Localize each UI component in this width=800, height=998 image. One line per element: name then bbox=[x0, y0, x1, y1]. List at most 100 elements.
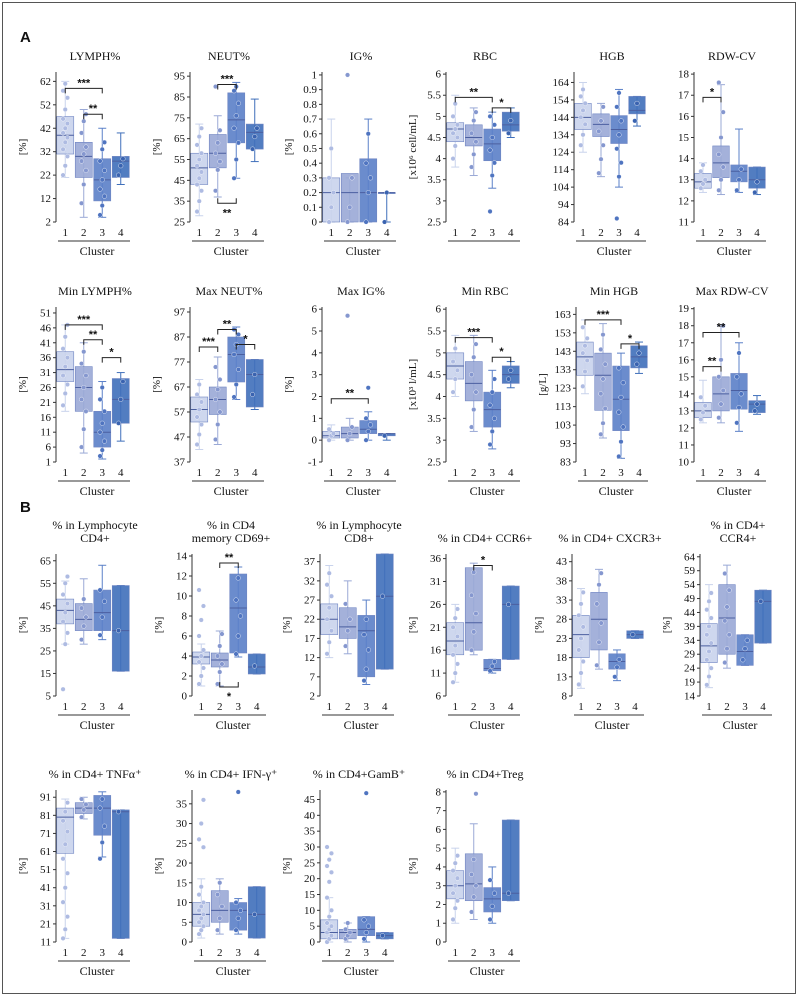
x-tick-label: 1 bbox=[63, 227, 69, 239]
x-tick-label: 4 bbox=[760, 701, 766, 713]
data-point bbox=[97, 396, 103, 402]
x-tick-label: 2 bbox=[217, 701, 223, 713]
data-point bbox=[60, 146, 66, 152]
significance-bracket bbox=[101, 357, 122, 363]
y-tick-label: 20 bbox=[304, 873, 316, 885]
significance-label: ** bbox=[89, 103, 98, 115]
data-point bbox=[598, 620, 604, 626]
data-point bbox=[194, 181, 200, 187]
x-tick-label: 1 bbox=[197, 227, 203, 239]
data-point bbox=[616, 657, 622, 663]
data-point bbox=[491, 890, 497, 896]
data-point bbox=[198, 399, 204, 405]
data-point bbox=[469, 647, 475, 653]
data-point bbox=[452, 376, 458, 382]
x-tick-label: 3 bbox=[366, 227, 372, 239]
data-point bbox=[473, 139, 479, 145]
data-point bbox=[600, 142, 606, 148]
box-cluster-1 bbox=[576, 341, 594, 376]
data-point bbox=[716, 187, 722, 193]
x-axis-label: Cluster bbox=[80, 964, 115, 978]
data-point bbox=[196, 892, 202, 898]
y-tick-label: 1 bbox=[312, 69, 318, 81]
y-tick-label: 3.5 bbox=[427, 413, 441, 425]
y-tick-label: 18 bbox=[678, 320, 690, 332]
y-tick-label: 10 bbox=[304, 905, 316, 917]
y-tick-label: 8 bbox=[182, 611, 188, 623]
data-point bbox=[450, 868, 456, 874]
data-point bbox=[578, 670, 584, 676]
data-point bbox=[734, 420, 740, 426]
y-tick-label: 124 bbox=[553, 147, 570, 159]
data-point bbox=[489, 428, 495, 434]
y-tick-label: 21 bbox=[40, 397, 51, 409]
y-axis-label: [%] bbox=[533, 617, 545, 634]
chart-title: % in CD4+ CXCR3+ bbox=[558, 531, 661, 545]
x-tick-label: 3 bbox=[236, 701, 242, 713]
chart-title: % in CD4+ IFN-γ⁺ bbox=[185, 767, 278, 781]
data-point bbox=[365, 385, 371, 391]
data-point bbox=[487, 402, 493, 408]
x-tick-label: 4 bbox=[754, 227, 760, 239]
data-point bbox=[384, 190, 390, 196]
y-tick-label: 0.8 bbox=[303, 99, 317, 111]
y-tick-label: 45 bbox=[304, 794, 316, 806]
data-point bbox=[81, 623, 87, 629]
data-point bbox=[580, 350, 586, 356]
data-point bbox=[99, 146, 105, 152]
data-point bbox=[600, 420, 606, 426]
x-tick-label: 1 bbox=[453, 947, 459, 959]
data-point bbox=[754, 179, 760, 185]
x-tick-label: 2 bbox=[347, 467, 353, 479]
data-point bbox=[62, 81, 68, 87]
data-point bbox=[81, 384, 87, 390]
x-tick-label: 4 bbox=[632, 701, 638, 713]
data-point bbox=[328, 933, 334, 939]
data-point bbox=[97, 212, 103, 218]
data-point bbox=[754, 401, 760, 407]
y-tick-label: 7 bbox=[436, 805, 442, 817]
y-tick-label: 30 bbox=[176, 818, 188, 830]
data-point bbox=[716, 80, 722, 86]
data-point bbox=[469, 909, 475, 915]
data-point bbox=[700, 410, 706, 416]
data-point bbox=[450, 130, 456, 136]
data-point bbox=[200, 911, 206, 917]
data-point bbox=[454, 134, 460, 140]
y-tick-label: 0 bbox=[312, 435, 318, 447]
y-tick-label: 0.2 bbox=[303, 187, 317, 199]
x-axis-label: Cluster bbox=[216, 718, 251, 732]
y-tick-label: 83 bbox=[560, 457, 572, 469]
data-point bbox=[60, 686, 66, 692]
x-tick-label: 3 bbox=[490, 467, 496, 479]
data-point bbox=[326, 914, 332, 920]
data-point bbox=[471, 354, 477, 360]
data-point bbox=[116, 420, 122, 426]
data-point bbox=[708, 615, 714, 621]
y-tick-label: 113 bbox=[555, 401, 572, 413]
x-tick-label: 1 bbox=[199, 701, 205, 713]
data-point bbox=[116, 172, 122, 178]
y-tick-label: 4 bbox=[436, 391, 442, 403]
y-tick-label: 21 bbox=[40, 918, 51, 930]
y-tick-label: 163 bbox=[555, 309, 572, 321]
y-tick-label: 4.5 bbox=[427, 369, 441, 381]
box-cluster-1 bbox=[322, 177, 341, 223]
x-axis-label: Cluster bbox=[717, 484, 752, 498]
y-tick-label: 4 bbox=[182, 651, 188, 663]
data-point bbox=[347, 204, 353, 210]
data-point bbox=[473, 341, 479, 347]
y-axis-label: [%] bbox=[153, 617, 165, 634]
data-point bbox=[716, 374, 722, 380]
x-tick-label: 2 bbox=[471, 467, 477, 479]
y-tick-label: 64 bbox=[684, 551, 696, 563]
chart-title: IG% bbox=[350, 49, 373, 63]
y-tick-label: 25 bbox=[304, 857, 316, 869]
data-point bbox=[612, 674, 618, 680]
data-point bbox=[489, 389, 495, 395]
chart-title: Max RDW-CV bbox=[696, 284, 769, 298]
data-point bbox=[454, 898, 460, 904]
data-point bbox=[582, 369, 588, 375]
y-tick-label: 3 bbox=[436, 195, 442, 207]
